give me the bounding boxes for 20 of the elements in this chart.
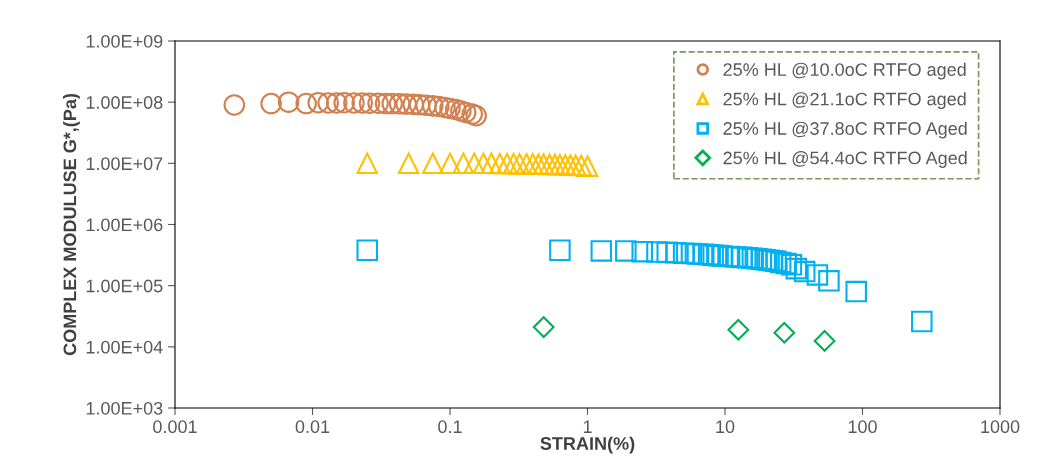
x-tick-label: 100: [848, 420, 877, 434]
legend-label: 25% HL @37.8oC RTFO Aged: [723, 121, 967, 139]
x-tick-label: 10: [716, 420, 735, 434]
y-tick-label: 1.00E+08: [86, 96, 163, 109]
legend-label: 25% HL @54.4oC RTFO Aged: [723, 151, 967, 168]
x-tick-label: 1: [583, 420, 592, 433]
x-tick-label: 0.1: [438, 420, 462, 434]
x-axis-title: STRAIN(%): [540, 436, 635, 454]
y-tick-label: 1.00E+07: [86, 157, 163, 171]
x-tick-label: 0.01: [295, 420, 330, 434]
x-tick-label: 1000: [981, 420, 1020, 434]
legend-label: 25% HL @21.1oC RTFO aged: [723, 92, 966, 109]
y-tick-label: 1.00E+04: [86, 340, 163, 354]
y-tick-label: 1.00E+09: [86, 34, 163, 48]
x-tick-label: 0.001: [153, 420, 197, 434]
y-axis-title: COMPLEX MODULUSE G*,(Pa): [63, 93, 80, 356]
y-tick-label: 1.00E+05: [86, 279, 163, 293]
y-tick-label: 1.00E+03: [86, 401, 163, 415]
legend-label: 25% HL @10.0oC RTFO aged: [723, 62, 966, 80]
y-tick-label: 1.00E+06: [86, 218, 163, 232]
